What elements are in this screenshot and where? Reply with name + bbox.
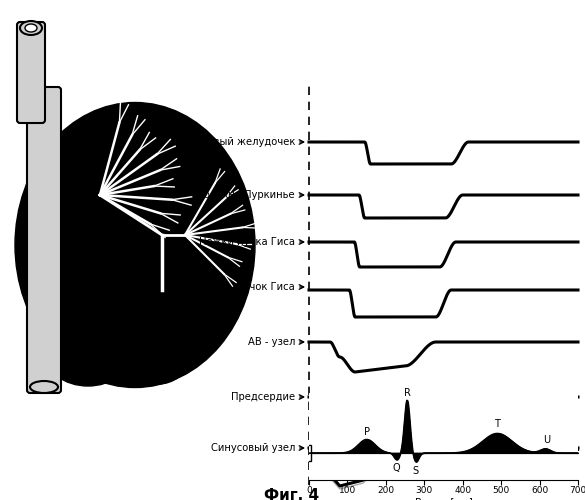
Ellipse shape <box>129 336 187 384</box>
Text: Фиг. 4: Фиг. 4 <box>264 488 319 500</box>
Text: T: T <box>494 420 500 430</box>
FancyBboxPatch shape <box>17 22 45 123</box>
Text: U: U <box>543 436 550 446</box>
FancyBboxPatch shape <box>27 87 61 393</box>
Text: АВ - узел: АВ - узел <box>247 337 295 347</box>
Text: Волокна Пуркинье: Волокна Пуркинье <box>197 190 295 200</box>
Text: Ножки пучка Гиса: Ножки пучка Гиса <box>199 237 295 247</box>
Text: Предсердие: Предсердие <box>231 392 295 402</box>
Text: Левый желудочек: Левый желудочек <box>199 137 295 147</box>
Text: Пучок Гиса: Пучок Гиса <box>236 282 295 292</box>
Ellipse shape <box>15 102 255 388</box>
Ellipse shape <box>44 318 132 386</box>
X-axis label: Время [ms]: Время [ms] <box>415 498 472 500</box>
Ellipse shape <box>20 21 42 35</box>
Ellipse shape <box>25 24 37 32</box>
Ellipse shape <box>30 381 58 393</box>
Text: R: R <box>404 388 411 398</box>
Text: Q: Q <box>393 462 400 472</box>
FancyBboxPatch shape <box>302 444 311 461</box>
Text: Синусовый узел: Синусовый узел <box>211 443 295 453</box>
Text: S: S <box>413 466 419 475</box>
Text: P: P <box>364 427 370 437</box>
